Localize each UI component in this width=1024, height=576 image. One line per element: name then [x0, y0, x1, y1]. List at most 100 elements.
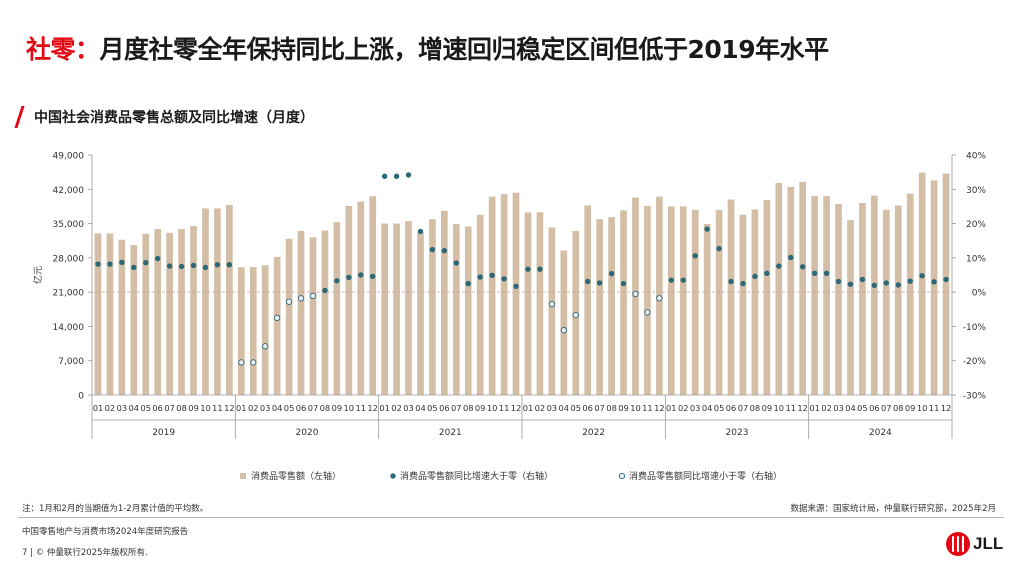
growth-dot-positive	[692, 253, 698, 259]
bar-10	[214, 208, 221, 395]
x-axis: 01 02 03 04 05 06 07 08 09 10 11 12 01 02 03 04 05 06 07 08…	[91, 394, 953, 439]
month-label: 11	[499, 403, 510, 413]
month-label: 11	[355, 403, 366, 413]
month-label: 12	[224, 403, 235, 413]
month-label: 12	[654, 403, 665, 413]
bar-2	[118, 239, 126, 395]
left-tick-label: 42,000	[53, 186, 85, 196]
report-name: 中国零售地产与消费市场2024年度研究报告	[22, 527, 189, 537]
growth-dot-positive	[608, 270, 615, 277]
legend: 消费品零售额（左轴） 消费品零售额同比增速大于零（右轴） 消费品零售额同比增速小于零…	[240, 470, 782, 482]
month-label: 09	[762, 403, 773, 413]
bar-32	[476, 214, 484, 395]
growth-dot-positive	[776, 263, 782, 269]
month-label: 09	[188, 403, 199, 413]
left-tick-label: 0	[78, 392, 84, 402]
bar-8	[190, 226, 197, 395]
month-label: 02	[248, 403, 259, 413]
bar-29	[441, 210, 448, 395]
bar-18	[309, 237, 317, 395]
month-label: 08	[176, 403, 187, 413]
bar-28	[429, 219, 436, 395]
growth-dot-positive	[680, 277, 686, 283]
growth-dot-positive	[752, 273, 758, 280]
bar-42	[596, 219, 603, 395]
month-label: 02	[105, 403, 116, 413]
bar-67	[894, 205, 902, 395]
growth-dot-positive	[429, 246, 436, 253]
bar-37	[536, 212, 544, 395]
bar-17	[297, 230, 305, 395]
month-label: 04	[129, 403, 140, 413]
month-label: 06	[296, 403, 307, 413]
bar-30	[452, 224, 460, 395]
bar-27	[417, 232, 424, 395]
growth-dot-positive	[381, 173, 388, 179]
month-label: 09	[905, 403, 916, 413]
growth-dot-positive	[620, 280, 627, 287]
growth-dot-positive	[119, 259, 125, 266]
bar-1	[106, 233, 114, 395]
bar-70	[930, 180, 938, 395]
month-label: 10	[200, 403, 211, 413]
bar-19	[321, 230, 329, 395]
growth-dot-positive	[513, 283, 519, 290]
month-label: 08	[606, 403, 617, 413]
month-label: 10	[630, 403, 641, 413]
bar-66	[882, 209, 890, 395]
bar-38	[548, 227, 556, 395]
month-label: 04	[415, 403, 426, 413]
month-label: 10	[917, 403, 928, 413]
month-label: 11	[929, 403, 940, 413]
bar-64	[859, 203, 866, 395]
right-tick-label: -20%	[963, 357, 987, 367]
year-label: 2019	[152, 428, 175, 438]
growth-dot-positive	[811, 270, 818, 276]
growth-dot-positive	[943, 276, 949, 283]
left-tick-label: 28,000	[53, 254, 85, 264]
month-label: 09	[332, 403, 343, 413]
growth-dot-negative	[262, 343, 269, 350]
bar-9	[202, 208, 209, 395]
month-label: 05	[714, 403, 725, 413]
month-label: 11	[212, 403, 223, 413]
growth-dot-positive	[596, 280, 603, 286]
bar-22	[357, 201, 365, 395]
growth-dot-positive	[919, 272, 925, 279]
bar-39	[560, 250, 568, 395]
growth-dot-positive	[453, 260, 460, 266]
month-label: 04	[845, 403, 856, 413]
bar-54	[739, 214, 747, 395]
month-label: 07	[738, 403, 749, 413]
growth-dot-negative	[548, 300, 556, 308]
month-label: 08	[750, 403, 761, 413]
growth-dot-positive	[393, 173, 400, 179]
left-tick-label: 35,000	[53, 220, 85, 230]
bar-55	[751, 209, 759, 395]
month-label: 03	[833, 403, 844, 413]
bar-59	[799, 181, 807, 395]
month-label: 03	[690, 403, 701, 413]
bar-63	[847, 220, 854, 395]
month-label: 07	[308, 403, 319, 413]
bar-16	[285, 238, 293, 395]
month-label: 07	[451, 403, 462, 413]
bar-51	[703, 224, 711, 395]
growth-dot-negative	[273, 314, 281, 322]
month-label: 04	[702, 403, 713, 413]
bar-11	[226, 204, 233, 395]
left-tick-label: 14,000	[53, 323, 85, 333]
month-label: 01	[93, 403, 104, 413]
month-label: 07	[594, 403, 605, 413]
month-label: 06	[582, 403, 593, 413]
year-label: 2020	[296, 428, 319, 438]
growth-dot-positive	[322, 287, 328, 294]
retail-sales-chart: 0 7,000 14,000 21,000 28,000 35,000 42,000 49,0…	[32, 152, 987, 483]
growth-dot-positive	[704, 226, 710, 232]
jll-logo-text: JLL	[973, 534, 1004, 553]
month-label: 09	[618, 403, 629, 413]
left-tick-label: 49,000	[53, 152, 85, 162]
growth-dot-positive	[358, 272, 364, 278]
legend-positive-swatch	[390, 473, 396, 479]
right-tick-label: -10%	[963, 323, 987, 333]
